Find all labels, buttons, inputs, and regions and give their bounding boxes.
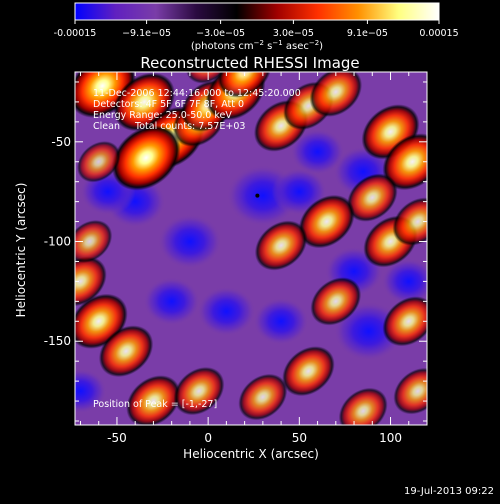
info-line-energy: Energy Range: 25.0-50.0 keV [93, 110, 232, 121]
positive-emission-blob [254, 220, 308, 271]
info-line-counts: Clean Total counts: 7.57E+03 [93, 121, 245, 132]
y-tick-label: -150 [44, 334, 71, 348]
negative-emission-blob [197, 286, 256, 336]
x-tick-label: 0 [204, 431, 212, 445]
positive-emission-blob [309, 72, 363, 117]
y-tick-label: -50 [51, 135, 71, 149]
positive-emission-blob [338, 387, 388, 425]
positive-emission-blob [238, 373, 288, 421]
colorbar-tick-label: −3.0e−05 [196, 28, 245, 39]
negative-emission-blob [143, 277, 200, 326]
y-tick-label: -100 [44, 235, 71, 249]
colorbar-tick-label: -0.00015 [54, 28, 97, 39]
colorbar-tick-label: −9.1e−05 [122, 28, 171, 39]
x-tick-label: 50 [292, 431, 307, 445]
positive-emission-blob [75, 256, 107, 307]
positive-emission-blob [217, 72, 272, 98]
colorbar-tick-label: 3.0e−05 [273, 28, 314, 39]
colorbar-gradient [74, 2, 440, 21]
x-tick-label: -50 [107, 431, 127, 445]
x-axis: -50 0 50 100 [79, 72, 428, 445]
colorbar-tick-label: 0.00015 [419, 28, 458, 39]
colorbar-tick-label: 9.1e−05 [347, 28, 388, 39]
positive-emission-blob [393, 367, 427, 415]
info-line-detectors: Detectors: 4F 5F 6F 7F 8F, Att 0 [93, 99, 244, 110]
chart-title: Reconstructed RHESSI Image [140, 54, 359, 72]
observation-info: 11-Dec-2006 12:44:16.000 to 12:45:20.000… [93, 88, 301, 132]
y-axis-label: Heliocentric Y (arcsec) [14, 183, 28, 318]
positive-emission-blob [282, 346, 335, 397]
positive-emission-blob [126, 375, 181, 425]
peak-marker [255, 193, 260, 198]
positive-emission-blob [382, 296, 427, 347]
peak-position-label: Position of Peak = [-1,-27] [93, 399, 217, 410]
negative-emission-blob [158, 214, 222, 269]
positive-emission-blob [310, 277, 362, 326]
negative-emission-blob [290, 128, 345, 175]
positive-emission-blob [76, 141, 121, 183]
colorbar: -0.00015 −9.1e−05 −3.0e−05 3.0e−05 9.1e−05 0.… [54, 2, 459, 52]
footer-timestamp: 19-Jul-2013 09:22 [404, 486, 494, 497]
positive-emission-blob [75, 219, 113, 264]
negative-emission-blob [253, 297, 309, 345]
positive-emission-blob [382, 133, 427, 191]
image-area [75, 72, 427, 425]
x-tick-label: 100 [379, 431, 402, 445]
colorbar-ticks: -0.00015 −9.1e−05 −3.0e−05 3.0e−05 9.1e−05 0.… [54, 20, 459, 39]
positive-emission-blob [185, 72, 231, 84]
y-axis: -50 -100 -150 [44, 81, 427, 422]
colorbar-unit-label: (photons cm−2 s−1 asec−2) [191, 39, 323, 52]
negative-emission-blob [381, 258, 427, 305]
negative-emission-blob [75, 368, 107, 414]
positive-emission-blob [346, 173, 398, 222]
info-line-time: 11-Dec-2006 12:44:16.000 to 12:45:20.000 [93, 88, 301, 99]
x-axis-label: Heliocentric X (arcsec) [183, 447, 319, 461]
positive-emission-blob [98, 325, 154, 378]
positive-emission-blob [392, 197, 427, 246]
positive-emission-blob [298, 194, 355, 249]
plot-frame [74, 71, 428, 426]
emission-blobs [75, 72, 427, 425]
positive-emission-blob [173, 366, 225, 416]
positive-emission-blob [111, 124, 181, 191]
